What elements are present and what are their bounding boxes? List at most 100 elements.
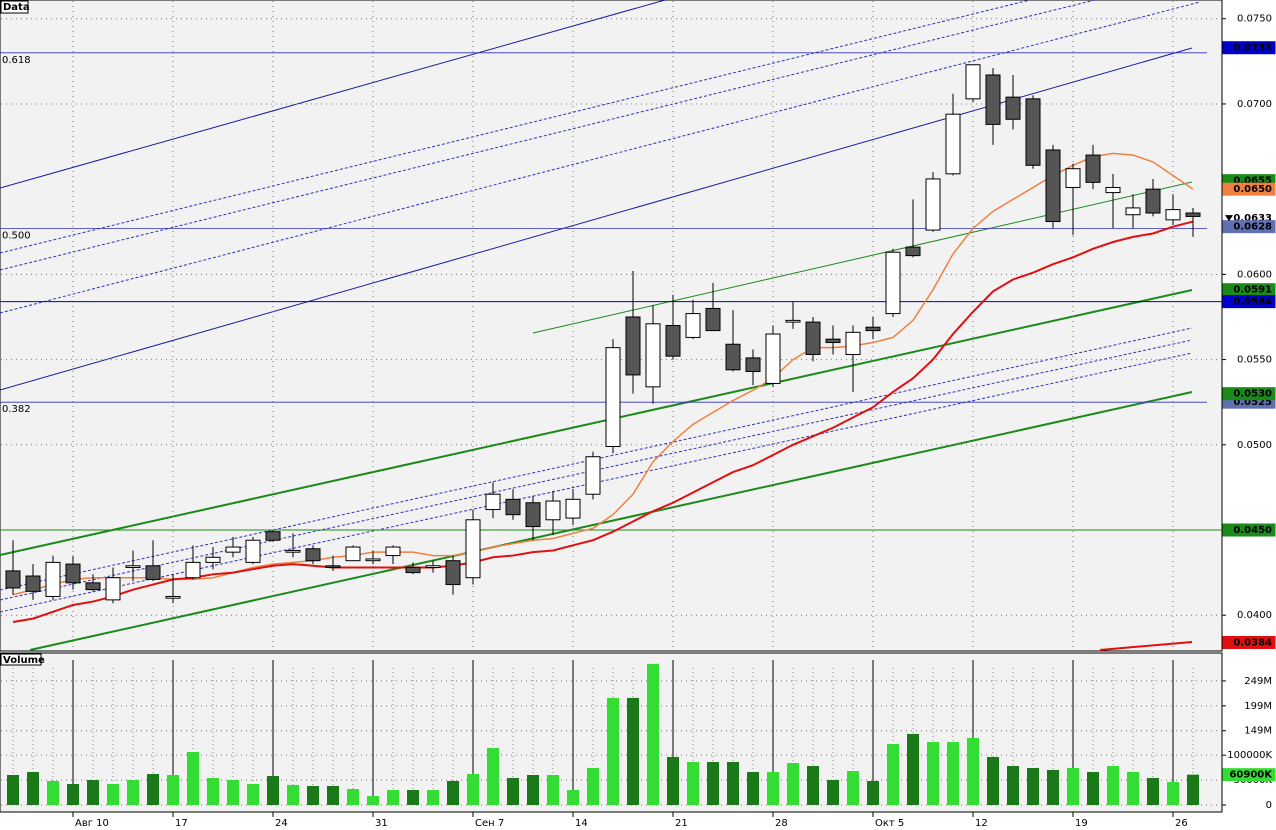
trend-line [0, 352, 1193, 613]
x-tick-label: 26 [1175, 818, 1188, 829]
volume-bar [1007, 765, 1019, 805]
candle-body [325, 565, 341, 568]
volume-bar [907, 733, 919, 805]
candle-body [485, 493, 501, 511]
candle-body [285, 549, 301, 553]
x-tick-label: 17 [175, 818, 188, 829]
badge-label: 0.0525 [1233, 397, 1272, 408]
volume-bar [167, 775, 179, 805]
volume-bar [1107, 765, 1119, 805]
y-tick-label: 149M [1244, 726, 1272, 737]
candle-body [1105, 186, 1121, 194]
panel-title: Volume [3, 655, 45, 666]
volume-bar [407, 790, 419, 805]
volume-bar [807, 765, 819, 805]
volume-bar [647, 663, 659, 805]
volume-bar [667, 756, 679, 805]
candle-body [105, 577, 121, 601]
volume-bar [1027, 767, 1039, 805]
price-badge [1222, 220, 1276, 234]
candle-body [845, 331, 861, 355]
volume-bar [1147, 777, 1159, 805]
volume-bar [1087, 771, 1099, 805]
volume-bar [267, 775, 279, 805]
price-panel [0, 0, 1223, 652]
candle-body [785, 319, 801, 323]
volume-bar [427, 790, 439, 805]
volume-bar [47, 780, 59, 805]
fib-label: 0.382 [2, 404, 31, 415]
volume-bar [987, 756, 999, 805]
candle-body [745, 357, 761, 373]
price-badge [1222, 295, 1276, 309]
x-tick-label: 12 [975, 818, 988, 829]
badge-label: 60900K [1229, 770, 1273, 781]
badge-label: 0.0450 [1233, 525, 1272, 536]
candle-body [625, 316, 641, 376]
trend-line [0, 1, 1201, 314]
title-box [0, 0, 29, 14]
x-tick-label: 28 [775, 818, 788, 829]
volume-bar [207, 777, 219, 805]
candle-body [685, 313, 701, 338]
x-tick-label: 21 [675, 818, 688, 829]
volume-bar [687, 761, 699, 805]
volume-bar [107, 783, 119, 805]
candle-body [765, 333, 781, 384]
volume-bar [1127, 771, 1139, 805]
volume-bar [147, 774, 159, 805]
candle-body [465, 519, 481, 579]
candle-body [265, 531, 281, 541]
volume-bar [727, 761, 739, 805]
candle-body [145, 565, 161, 580]
badge-label: 0.0584 [1233, 297, 1272, 308]
trend-line [29, 391, 1193, 651]
candle-body [1145, 188, 1161, 214]
volume-bar [347, 789, 359, 805]
badge-label: 0.0530 [1233, 389, 1272, 400]
x-tick-label: Сен 7 [475, 818, 504, 829]
candle-body [1065, 168, 1081, 188]
candle-body [1045, 149, 1061, 223]
moving-average [12, 152, 1194, 596]
trend-line [0, 0, 1031, 254]
y-tick-label: 0.0750 [1237, 14, 1272, 25]
candle-body [185, 561, 201, 579]
candle-body [1005, 96, 1021, 120]
volume-bar [827, 779, 839, 805]
y-tick-label: 0.0550 [1237, 355, 1272, 366]
candle-body [45, 561, 61, 597]
trend-line [1099, 641, 1193, 651]
candle-body [1125, 207, 1141, 216]
x-tick-label: Авг 10 [75, 818, 109, 829]
candle-body [445, 560, 461, 586]
volume-bar [27, 771, 39, 805]
volume-bar [947, 741, 959, 805]
y-tick-label: 0.0400 [1237, 610, 1272, 621]
volume-bar [767, 771, 779, 805]
trend-lines [0, 0, 1201, 651]
candle-body [645, 323, 661, 388]
candle-body [585, 456, 601, 495]
candle-body [885, 251, 901, 315]
y-tick-label: 0.0500 [1237, 440, 1272, 451]
price-badge [1222, 387, 1276, 401]
volume-bar [327, 785, 339, 805]
candle-body [125, 565, 141, 568]
title-box [0, 653, 42, 666]
candle-body [605, 347, 621, 447]
price-badge [1222, 182, 1276, 196]
y-tick-label: 249M [1244, 676, 1272, 687]
candle-body [1085, 154, 1101, 183]
price-badge [1222, 768, 1276, 782]
badge-label: 0.0628 [1233, 222, 1272, 233]
badge-label: 0.0655 [1233, 176, 1272, 187]
volume-bar [747, 771, 759, 805]
candle-body [245, 539, 261, 563]
moving-average [12, 220, 1194, 624]
candle-body [985, 74, 1001, 125]
last-price-arrow [1225, 215, 1233, 222]
candle-body [1185, 212, 1201, 217]
volume-bar [307, 785, 319, 805]
